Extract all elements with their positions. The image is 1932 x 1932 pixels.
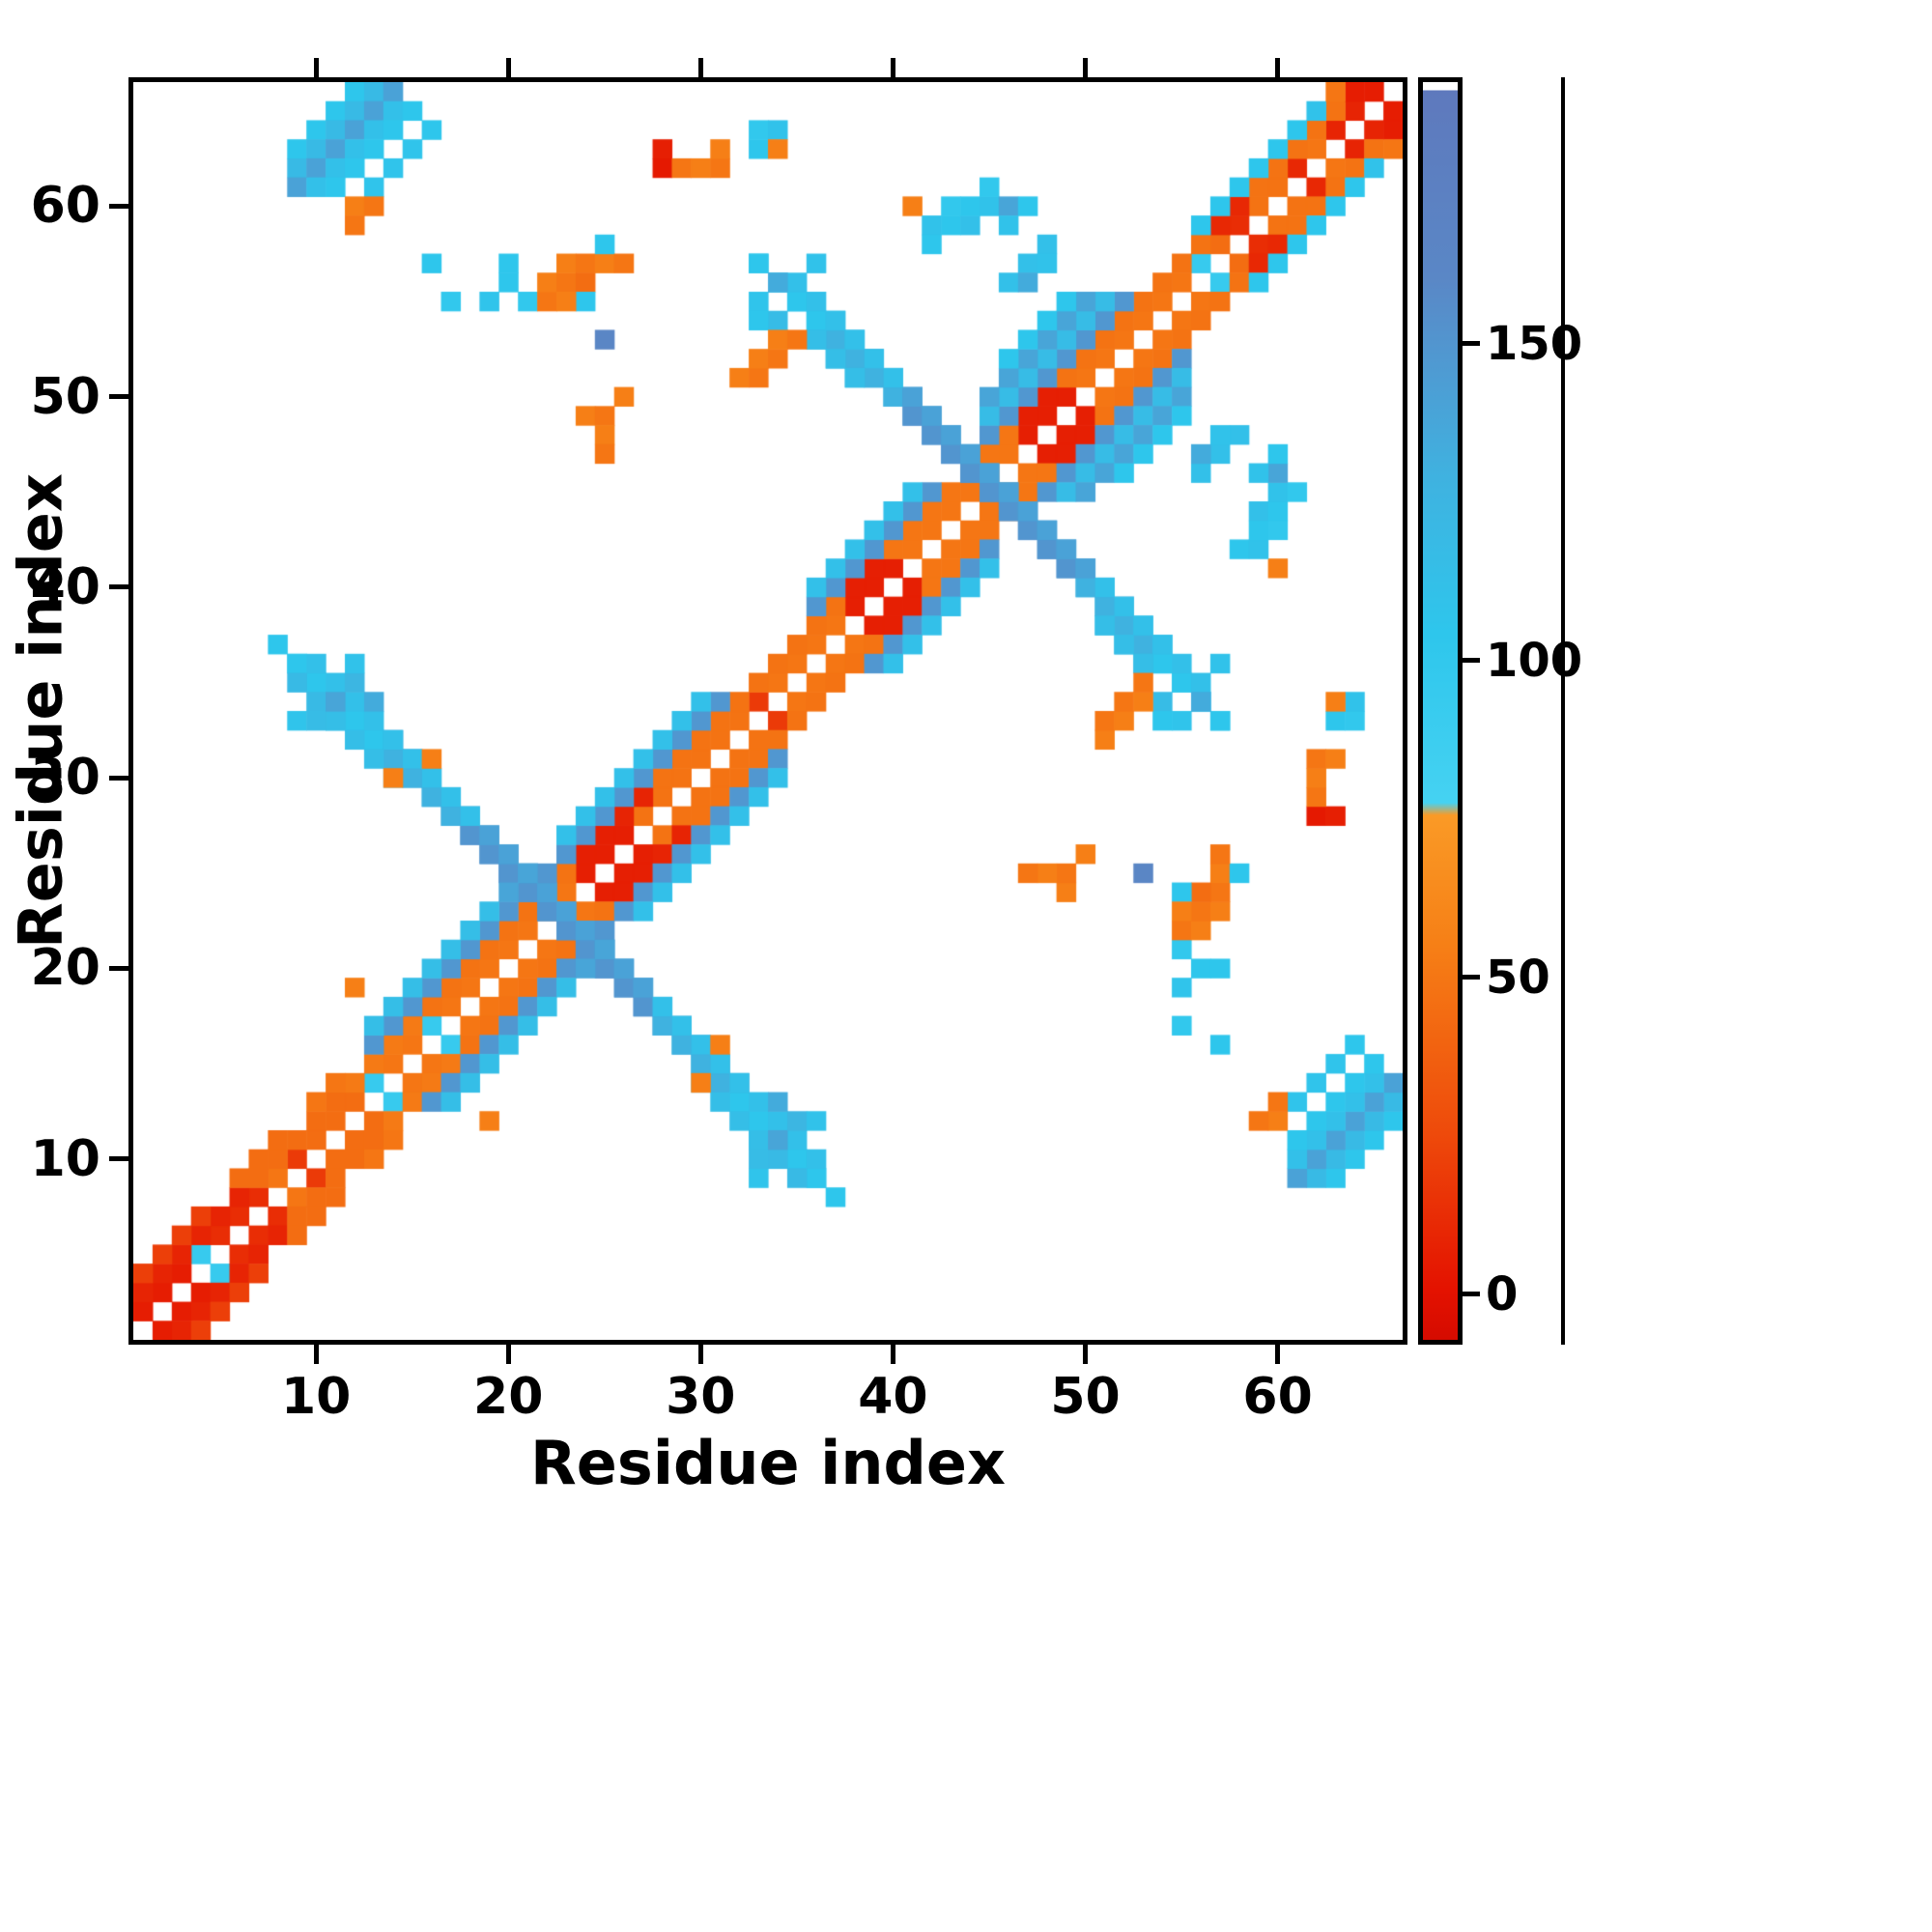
colorbar-gradient <box>1423 82 1458 1340</box>
y-tick-label: 60 <box>30 177 100 236</box>
x-top-tick-mark <box>1275 58 1281 77</box>
y-tick-label: 30 <box>30 749 100 808</box>
y-tick-mark <box>109 1156 128 1162</box>
y-tick-label: 40 <box>30 557 100 616</box>
y-tick-mark <box>109 584 128 590</box>
colorbar-tick-label: 50 <box>1486 950 1550 1005</box>
x-top-tick-mark <box>313 58 319 77</box>
x-tick-label: 50 <box>1050 1368 1121 1426</box>
x-tick-mark <box>505 1345 511 1364</box>
x-tick-label: 60 <box>1242 1368 1313 1426</box>
colorbar <box>1418 77 1463 1345</box>
y-tick-mark <box>109 203 128 209</box>
x-top-tick-mark <box>505 58 511 77</box>
x-tick-label: 40 <box>858 1368 928 1426</box>
x-tick-label: 20 <box>473 1368 544 1426</box>
y-tick-mark <box>109 394 128 399</box>
x-top-tick-mark <box>697 58 703 77</box>
y-axis-title: Residue index <box>5 473 76 949</box>
y-tick-label: 10 <box>30 1129 100 1188</box>
colorbar-tick-label: 100 <box>1486 633 1583 688</box>
y-tick-mark <box>109 775 128 781</box>
x-tick-mark <box>697 1345 703 1364</box>
x-tick-label: 30 <box>666 1368 736 1426</box>
x-axis-title: Residue index <box>530 1428 1006 1498</box>
x-tick-label: 10 <box>280 1368 352 1426</box>
colorbar-tick-mark <box>1463 1292 1480 1297</box>
x-tick-mark <box>313 1345 319 1364</box>
colorbar-tick-label: 150 <box>1486 316 1583 371</box>
colorbar-tick-label: 0 <box>1486 1266 1519 1321</box>
x-top-tick-mark <box>1083 58 1088 77</box>
x-tick-mark <box>1275 1345 1281 1364</box>
x-tick-mark <box>1083 1345 1088 1364</box>
plot-frame <box>128 77 1407 1345</box>
heatmap-canvas <box>133 82 1403 1340</box>
y-tick-mark <box>109 965 128 971</box>
y-tick-label: 20 <box>30 939 100 998</box>
colorbar-tick-mark <box>1463 341 1480 347</box>
x-top-tick-mark <box>890 58 895 77</box>
colorbar-right-rule <box>1561 77 1565 1345</box>
x-tick-mark <box>890 1345 895 1364</box>
colorbar-tick-mark <box>1463 658 1480 664</box>
colorbar-tick-mark <box>1463 975 1480 980</box>
y-tick-label: 50 <box>30 367 100 426</box>
